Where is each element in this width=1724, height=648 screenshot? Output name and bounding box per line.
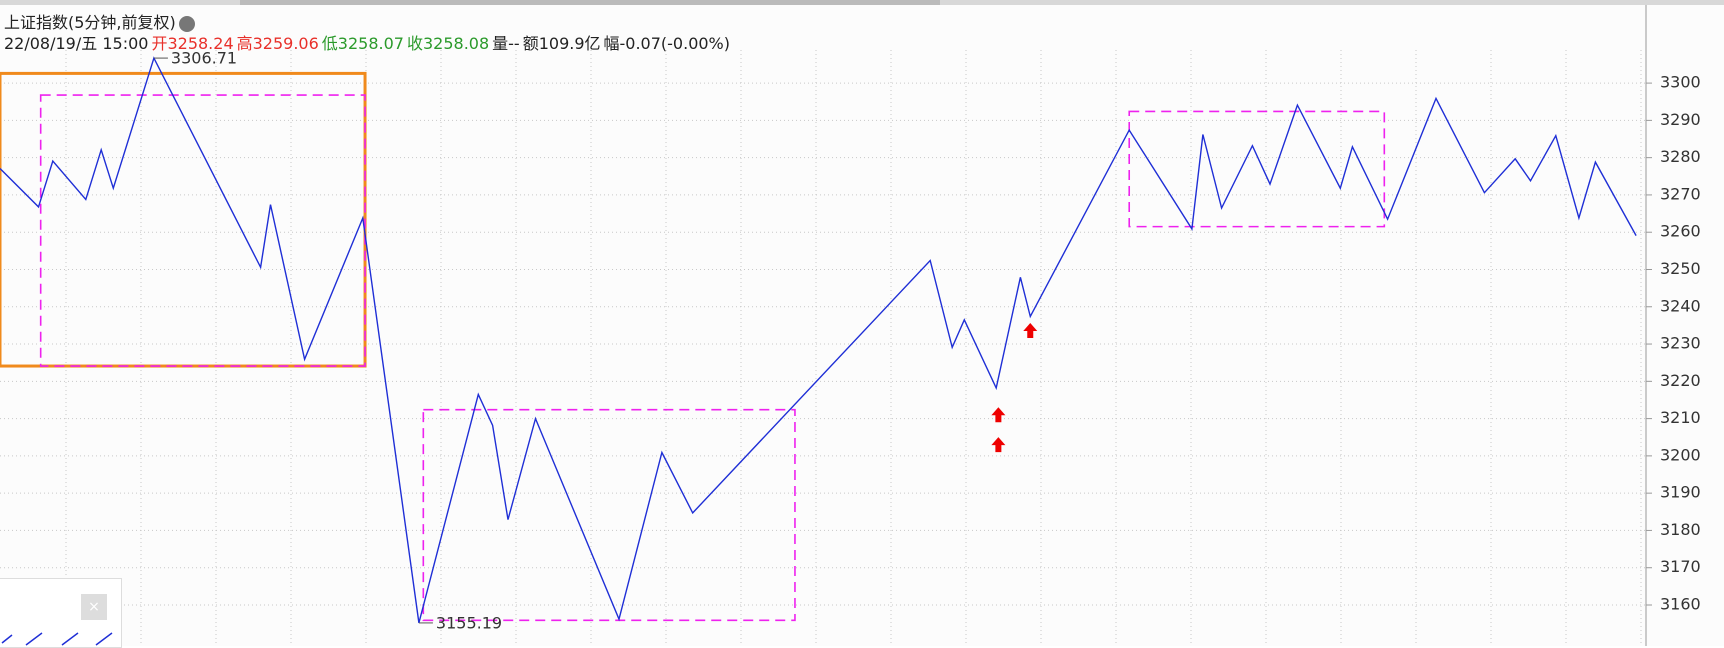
up-arrow	[991, 407, 1006, 423]
up-arrow	[1023, 322, 1038, 338]
y-tick-label: 3260	[1660, 222, 1701, 241]
dropdown-button[interactable]	[178, 15, 195, 32]
quote-amount: 额109.9亿	[522, 34, 601, 53]
y-tick-label: 3220	[1660, 371, 1701, 390]
range-box	[422, 408, 796, 622]
header-title: 上证指数(5分钟,前复权)	[4, 9, 198, 33]
close-button[interactable]: ×	[81, 594, 107, 620]
y-tick-label: 3270	[1660, 184, 1701, 203]
quote-low: 低3258.07	[321, 34, 404, 53]
y-tick-label: 3190	[1660, 483, 1701, 502]
tool-icons	[1, 632, 113, 646]
tool-panel: ×	[0, 578, 122, 648]
y-tick-label: 3250	[1660, 259, 1701, 278]
quote-open: 开3258.24	[151, 34, 234, 53]
y-tick-label: 3200	[1660, 445, 1701, 464]
y-tick-label: 3210	[1660, 408, 1701, 427]
annotation-label: 3306.71	[171, 49, 237, 68]
y-tick-label: 3280	[1660, 147, 1701, 166]
quote-change: 幅-0.07(-0.00%)	[603, 34, 731, 53]
zigzag-line	[0, 56, 1637, 624]
up-arrow	[991, 437, 1006, 453]
range-box	[39, 94, 366, 367]
quote-time: 22/08/19/五 15:00	[4, 34, 149, 53]
quote-line: 22/08/19/五 15:00 开3258.24 高3259.06 低3258.07…	[4, 30, 733, 54]
quote-volume: 量--	[492, 34, 520, 53]
y-tick-label: 3290	[1660, 110, 1701, 129]
y-tick-label: 3170	[1660, 557, 1701, 576]
range-box	[0, 71, 367, 368]
quote-high: 高3259.06	[236, 34, 319, 53]
y-tick-label: 3230	[1660, 334, 1701, 353]
y-tick-label: 3300	[1660, 73, 1701, 92]
title: 上证指数(5分钟,前复权)	[4, 13, 176, 32]
y-tick-label: 3160	[1660, 594, 1701, 613]
y-tick-label: 3180	[1660, 520, 1701, 539]
y-tick-label: 3240	[1660, 296, 1701, 315]
quote-close: 收3258.08	[406, 34, 490, 53]
annotation-label: 3155.19	[436, 613, 502, 632]
range-box	[1128, 110, 1386, 228]
tab-strip	[0, 0, 1724, 5]
